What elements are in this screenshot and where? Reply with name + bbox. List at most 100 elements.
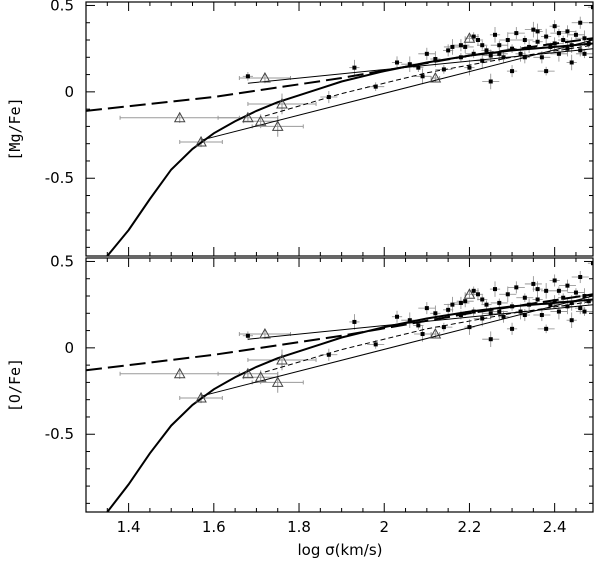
data-point <box>514 285 519 290</box>
data-point <box>471 51 476 56</box>
data-point <box>484 302 489 307</box>
triangle-point <box>242 367 254 379</box>
data-point <box>582 51 587 56</box>
fit-line-thin-a <box>200 295 593 397</box>
data-point <box>467 65 472 70</box>
data-point <box>420 74 425 79</box>
x-tick-label: 2.2 <box>458 518 482 536</box>
data-point <box>407 318 412 323</box>
data-point <box>544 69 549 74</box>
data-point <box>569 60 574 65</box>
data-point <box>475 292 480 297</box>
data-point <box>552 278 557 283</box>
y-axis-label-mg-fe: [Mg/Fe] <box>6 97 24 160</box>
data-point <box>471 288 476 293</box>
triangle-point <box>276 353 288 365</box>
data-point <box>245 74 250 79</box>
data-point <box>352 319 357 324</box>
data-point <box>561 295 566 300</box>
data-point <box>522 295 527 300</box>
data-point <box>463 299 468 304</box>
data-point <box>484 48 489 53</box>
data-point <box>578 275 583 280</box>
triangle-point <box>429 71 442 83</box>
data-point <box>522 313 527 318</box>
data-point <box>556 31 561 36</box>
data-point <box>582 294 587 299</box>
triangle-point <box>242 111 254 123</box>
data-point <box>467 325 472 330</box>
triangle-point <box>463 32 476 43</box>
triangle-point <box>254 371 267 382</box>
triangle-point <box>271 376 284 387</box>
data-point <box>450 44 455 49</box>
data-point <box>522 55 527 60</box>
data-point <box>488 79 493 84</box>
triangle-point <box>429 327 442 339</box>
data-point <box>510 69 515 74</box>
y-tick-label: 0 <box>64 83 74 101</box>
data-point <box>480 58 485 63</box>
data-point <box>458 313 463 318</box>
data-point <box>510 46 515 51</box>
triangle-point <box>276 97 288 109</box>
data-point <box>591 261 593 266</box>
triangle-point <box>271 120 284 131</box>
data-point <box>565 283 570 288</box>
x-tick-label: 1.8 <box>287 518 311 536</box>
data-point <box>535 39 540 44</box>
data-point <box>373 84 378 89</box>
plot-area <box>86 2 593 256</box>
data-point <box>518 309 523 314</box>
model-line-thin-dashed <box>264 300 593 373</box>
data-point <box>497 43 502 48</box>
x-tick-label: 1.4 <box>117 518 141 536</box>
data-point <box>518 51 523 56</box>
y-axis-label-o-fe: [O/Fe] <box>6 358 24 412</box>
data-point <box>573 32 578 37</box>
x-axis-label: log σ(km/s) <box>297 541 382 559</box>
y-tick-label: 0 <box>64 339 74 357</box>
data-point <box>450 302 455 307</box>
data-point <box>497 309 502 314</box>
data-point <box>548 302 553 307</box>
data-point <box>424 306 429 311</box>
data-point <box>552 41 557 46</box>
data-point <box>458 55 463 60</box>
plot-frame <box>85 257 594 513</box>
data-point <box>505 292 510 297</box>
data-point <box>458 300 463 305</box>
data-point <box>531 281 536 286</box>
data-point <box>420 332 425 337</box>
data-point <box>501 314 506 319</box>
data-point <box>471 34 476 39</box>
data-point <box>352 65 357 70</box>
data-point <box>245 333 250 338</box>
model-curve-thick <box>106 42 593 256</box>
data-point <box>556 51 561 56</box>
data-point <box>446 48 451 53</box>
data-point <box>565 29 570 34</box>
data-point <box>582 309 587 314</box>
panel-o-fe: 0.5 0 -0.5 1.4 1.6 1.8 2 2.2 2.4 <box>45 252 594 536</box>
x-tick-label: 1.6 <box>202 518 226 536</box>
x-tick-label: 2 <box>379 518 389 536</box>
data-point <box>514 31 519 36</box>
data-point <box>569 318 574 323</box>
data-point <box>578 306 583 311</box>
data-point <box>527 44 532 49</box>
data-point <box>539 313 544 318</box>
data-point <box>535 287 540 292</box>
triangle-point <box>254 115 267 126</box>
data-point <box>441 325 446 330</box>
data-point <box>395 314 400 319</box>
data-point <box>501 55 506 60</box>
data-point <box>480 43 485 48</box>
y-tick-label: 0.5 <box>50 0 74 14</box>
data-point <box>548 44 553 49</box>
data-point <box>573 290 578 295</box>
data-point <box>493 32 498 37</box>
data-point <box>433 311 438 316</box>
triangle-point <box>195 135 207 147</box>
